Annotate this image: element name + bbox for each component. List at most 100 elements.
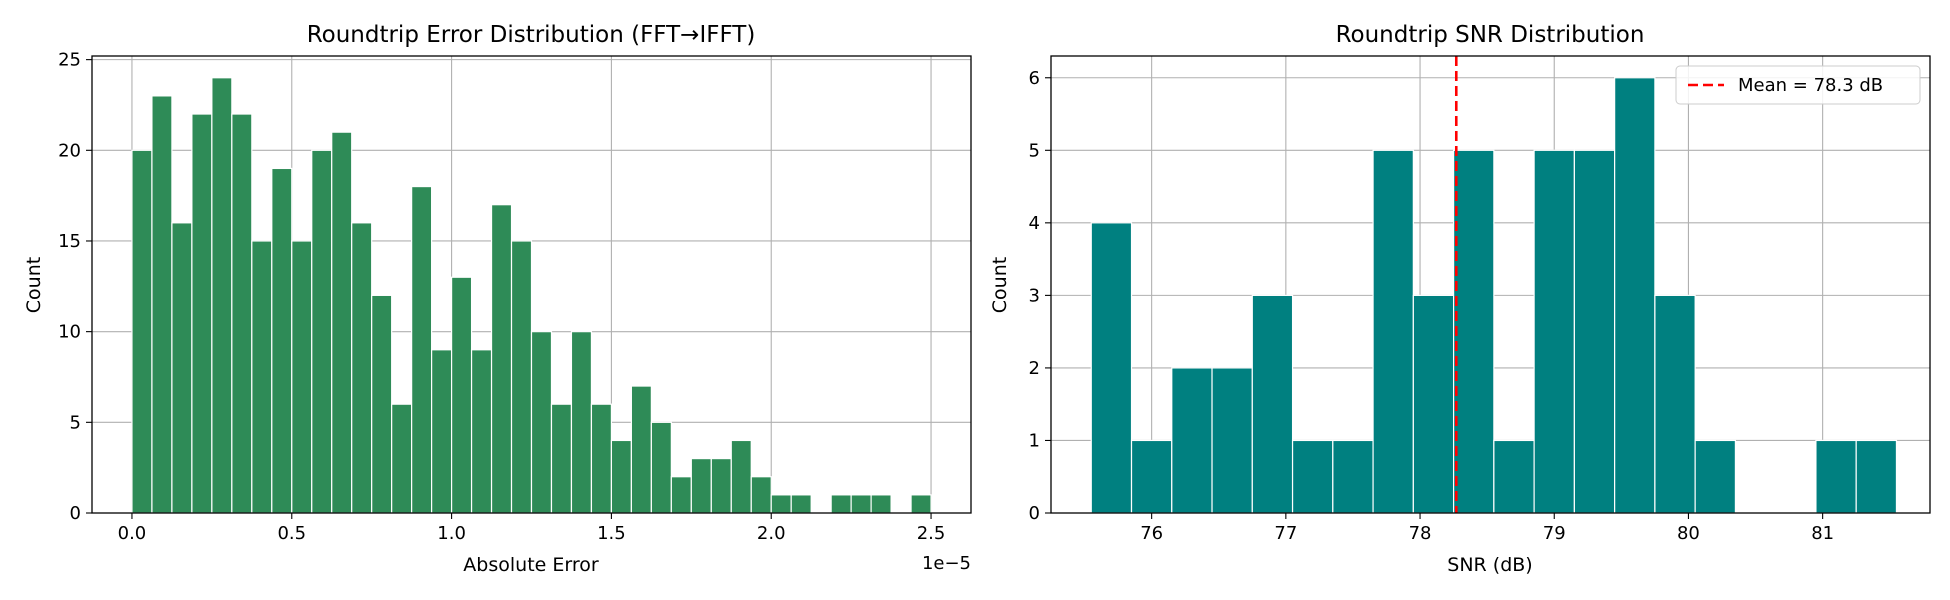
chart-title: Roundtrip SNR Distribution: [1336, 22, 1645, 48]
legend-box: [1675, 65, 1921, 105]
y-tick-label: 2: [1029, 358, 1040, 379]
histogram-bar: [710, 457, 732, 514]
x-axis-label: Absolute Error: [463, 554, 599, 576]
chart-title: Roundtrip Error Distribution (FFT→IFFT): [307, 22, 756, 48]
y-tick-label: 15: [58, 231, 81, 252]
histogram-bar: [650, 421, 672, 514]
histogram-bar: [530, 331, 553, 514]
histogram-bar: [1291, 439, 1334, 514]
histogram-bar: [1372, 149, 1414, 514]
x-tick-label: 1.5: [597, 523, 626, 544]
y-tick-label: 0: [70, 503, 81, 524]
x-ticks: 0.0 0.5 1.0 1.5 2.0 2.5: [118, 513, 946, 544]
y-tick-label: 3: [1029, 285, 1040, 306]
histogram-bar: [291, 240, 313, 514]
histogram-bar: [131, 149, 153, 514]
histogram-bar: [490, 204, 513, 514]
histogram-bar: [371, 294, 393, 514]
y-tick-label: 4: [1029, 213, 1040, 234]
histogram-bar: [1171, 367, 1213, 514]
y-tick-label: 20: [58, 140, 81, 161]
histogram-bar: [351, 222, 373, 514]
histogram-bar: [271, 167, 293, 514]
histogram-bar: [311, 149, 333, 514]
x-tick-label: 78: [1409, 523, 1432, 544]
y-tick-label: 0: [1029, 503, 1040, 524]
x-tick-label: 76: [1140, 523, 1163, 544]
bars: [1090, 77, 1898, 514]
histogram-bar: [1654, 294, 1696, 514]
x-axis-label: SNR (dB): [1447, 554, 1532, 576]
x-tick-label: 0.5: [277, 523, 306, 544]
x-tick-label: 80: [1677, 523, 1700, 544]
x-tick-label: 79: [1543, 523, 1566, 544]
histogram-bar: [570, 331, 593, 514]
y-tick-label: 25: [58, 50, 81, 71]
y-tick-label: 6: [1029, 68, 1040, 89]
x-offset-label: 1e−5: [922, 553, 971, 574]
histogram-bar: [470, 349, 493, 514]
histogram-bar: [1412, 294, 1455, 514]
x-tick-label: 2.5: [917, 523, 946, 544]
x-tick-label: 2.0: [757, 523, 786, 544]
y-ticks: 0 1 2 3 4 5 6: [1029, 68, 1051, 524]
y-tick-label: 10: [58, 322, 81, 343]
x-tick-label: 0.0: [118, 523, 147, 544]
histogram-bar: [1251, 294, 1294, 514]
histogram-bar: [411, 185, 433, 514]
y-axis-label: Count: [989, 257, 1011, 313]
histogram-bar: [850, 494, 872, 514]
histogram-bar: [1211, 367, 1253, 514]
histogram-bar: [1533, 149, 1575, 514]
histogram-bar: [1815, 439, 1857, 514]
y-tick-label: 5: [70, 412, 81, 433]
histogram-bar: [870, 494, 892, 514]
histogram-bar: [630, 385, 652, 514]
plot-frame: [91, 55, 972, 514]
histogram-bar: [510, 240, 533, 514]
x-tick-label: 1.0: [437, 523, 466, 544]
histogram-bar: [331, 131, 353, 514]
histogram-bar: [1694, 439, 1737, 514]
x-tick-label: 81: [1811, 523, 1834, 544]
legend: Mean = 78.3 dB: [1675, 65, 1921, 105]
histogram-bar: [730, 439, 752, 514]
histogram-bar: [1130, 439, 1173, 514]
histogram-bar: [670, 476, 692, 514]
y-axis-label: Count: [23, 257, 45, 313]
histogram-bar: [830, 494, 852, 514]
histogram-bar: [590, 403, 613, 514]
histogram-bar: [1614, 77, 1656, 514]
histogram-bar: [391, 403, 413, 514]
histogram-bar: [1855, 439, 1898, 514]
x-tick-label: 77: [1274, 523, 1297, 544]
histogram-bar: [690, 457, 712, 514]
histogram-bar: [1573, 149, 1616, 514]
x-ticks: 76 77 78 79 80 81: [1140, 513, 1834, 544]
histogram-bar: [1332, 439, 1374, 514]
histogram-bar: [191, 113, 213, 514]
histogram-bar: [910, 494, 932, 514]
histogram-bar: [1452, 149, 1495, 514]
y-tick-label: 5: [1029, 140, 1040, 161]
histogram-bar: [231, 113, 253, 514]
histogram-bar: [550, 403, 573, 514]
histogram-bar: [750, 476, 772, 514]
bars: [131, 77, 932, 514]
histogram-bar: [1090, 222, 1133, 514]
histogram-bar: [610, 439, 632, 514]
histogram-bar: [171, 222, 193, 514]
histogram-bar: [770, 494, 792, 514]
plot-frame: [1050, 55, 1931, 514]
histogram-bar: [790, 494, 812, 514]
histogram-bar: [1493, 439, 1535, 514]
histogram-bar: [431, 349, 453, 514]
histogram-bar: [151, 95, 173, 514]
legend-label: Mean = 78.3 dB: [1738, 75, 1883, 96]
y-ticks: 0 5 10 15 20 25: [58, 50, 92, 524]
y-tick-label: 1: [1029, 430, 1040, 451]
error-histogram-panel: 0.0 0.5 1.0 1.5 2.0 2.5 0 5 10 15 20 25 Roundtrip …: [23, 22, 972, 576]
histogram-bar: [450, 276, 473, 514]
histogram-bar: [211, 77, 233, 514]
